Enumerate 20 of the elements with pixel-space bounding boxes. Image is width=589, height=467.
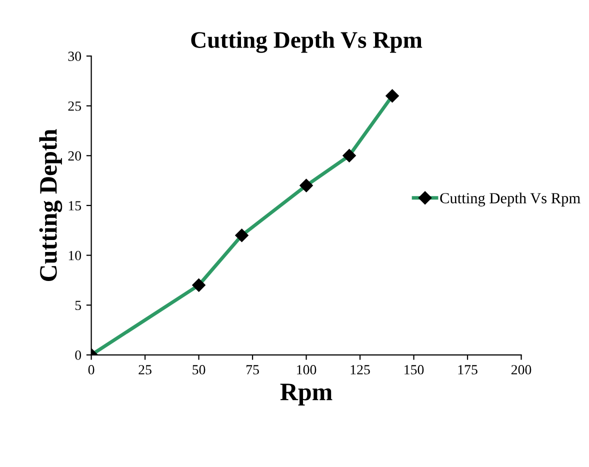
x-axis-title: Rpm xyxy=(280,384,332,406)
x-tick-label: 175 xyxy=(458,365,478,374)
x-tick-label: 0 xyxy=(88,365,94,374)
y-tick-label: 30 xyxy=(68,52,82,61)
x-tick-label: 125 xyxy=(350,365,370,374)
y-tick-label: 5 xyxy=(75,300,82,310)
y-tick-label: 15 xyxy=(68,201,82,210)
y-tick-label: 20 xyxy=(68,151,82,161)
x-tick-label: 150 xyxy=(404,365,424,374)
y-tick-label: 10 xyxy=(68,250,82,260)
x-tick-label: 50 xyxy=(192,365,206,374)
x-tick-label: 75 xyxy=(246,365,259,374)
y-tick-label: 0 xyxy=(75,350,82,360)
y-axis-title: Cutting Depth xyxy=(39,129,62,281)
x-tick-label: 200 xyxy=(511,365,532,374)
chart-title: Cutting Depth Vs Rpm xyxy=(191,31,422,53)
x-tick-label: 25 xyxy=(138,365,152,374)
y-tick-label: 25 xyxy=(68,101,82,111)
legend-label: Cutting Depth Vs Rpm xyxy=(440,192,580,206)
x-tick-label: 100 xyxy=(297,365,316,374)
